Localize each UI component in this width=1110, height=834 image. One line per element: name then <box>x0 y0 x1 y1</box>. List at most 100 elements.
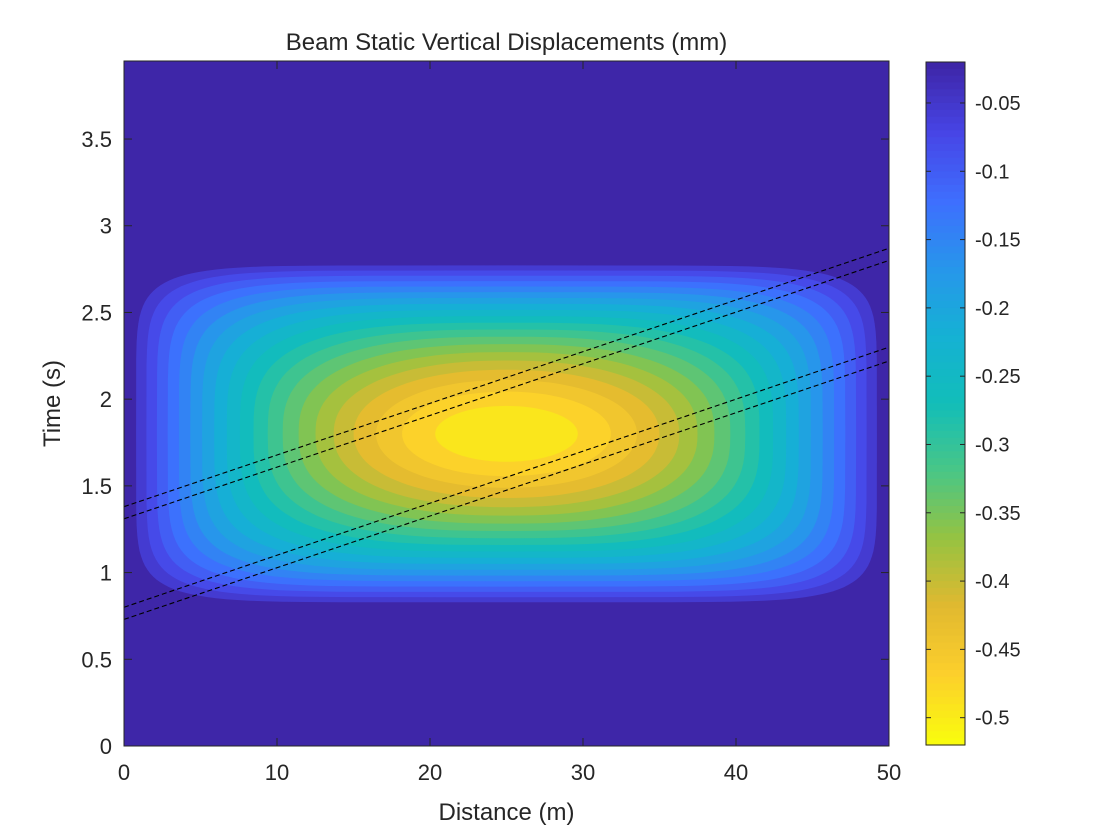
colorbar-swatch <box>926 89 965 97</box>
colorbar-tick-label: -0.1 <box>975 161 1009 183</box>
x-axis: 0 10 20 30 40 50 <box>118 61 901 785</box>
colorbar-swatch <box>926 307 965 316</box>
colorbar-swatch <box>926 143 965 152</box>
y-tick-label: 1 <box>100 561 112 586</box>
colorbar-swatch <box>926 205 965 213</box>
colorbar-swatch <box>926 376 965 384</box>
colorbar-swatch <box>926 280 965 288</box>
colorbar-tick-label: -0.35 <box>975 503 1021 525</box>
colorbar-swatch <box>926 471 965 480</box>
y-axis: 0 0.5 1 1.5 2 2.5 3 3.5 <box>81 127 889 759</box>
contour-field <box>136 265 877 603</box>
colorbar-swatch <box>926 260 965 268</box>
colorbar-swatch <box>926 342 965 350</box>
colorbar-swatch <box>926 68 965 77</box>
colorbar: -0.05 -0.1 -0.15 -0.2 -0.25 -0.3 -0.35 -0.4 -0.4… <box>925 61 1021 746</box>
colorbar-swatch <box>926 314 965 323</box>
colorbar-swatch <box>926 253 965 261</box>
colorbar-swatch <box>926 710 965 719</box>
x-tick-label: 0 <box>118 760 130 785</box>
colorbar-swatch <box>926 62 965 70</box>
colorbar-swatch <box>926 287 965 295</box>
overlay-dashed-line <box>123 259 890 520</box>
colorbar-swatch <box>926 731 965 739</box>
colorbar-swatch <box>926 102 965 111</box>
colorbar-swatch <box>926 663 965 671</box>
colorbar-swatch <box>926 690 965 698</box>
colorbar-swatch <box>926 717 965 726</box>
colorbar-swatch <box>926 669 965 678</box>
colorbar-swatch <box>926 389 965 398</box>
colorbar-swatch <box>926 526 965 534</box>
colorbar-swatch <box>926 622 965 630</box>
colorbar-swatch <box>926 505 965 514</box>
colorbar-swatch <box>926 676 965 685</box>
overlay-lines <box>123 247 890 620</box>
colorbar-swatch <box>926 150 965 159</box>
colorbar-swatch <box>926 724 965 732</box>
colorbar-swatch <box>926 273 965 282</box>
colorbar-swatch <box>926 403 965 411</box>
chart-title: Beam Static Vertical Displacements (mm) <box>286 29 727 56</box>
colorbar-swatch <box>926 574 965 582</box>
colorbar-swatch <box>926 164 965 172</box>
plot-area <box>123 60 890 747</box>
overlay-dashed-line <box>123 360 890 620</box>
colorbar-swatch <box>926 417 965 425</box>
colorbar-tick-label: -0.45 <box>975 639 1021 661</box>
colorbar-swatch <box>926 225 965 234</box>
colorbar-swatch <box>926 553 965 562</box>
colorbar-swatch <box>926 294 965 302</box>
x-tick-label: 20 <box>418 760 442 785</box>
colorbar-swatch <box>926 301 965 309</box>
colorbar-swatch <box>926 697 965 705</box>
colorbar-tick-label: -0.05 <box>975 93 1021 115</box>
colorbar-swatch <box>926 635 965 644</box>
colorbar-swatch <box>926 348 965 357</box>
colorbar-swatch <box>926 130 965 138</box>
colorbar-swatch <box>926 478 965 487</box>
colorbar-swatch <box>926 116 965 125</box>
colorbar-tick-label: -0.3 <box>975 434 1009 456</box>
colorbar-swatch <box>926 683 965 691</box>
colorbar-swatch <box>926 82 965 90</box>
colorbar-swatch <box>926 499 965 507</box>
colorbar-swatch <box>926 178 965 186</box>
colorbar-swatch <box>926 321 965 329</box>
colorbar-swatch <box>926 444 965 452</box>
colorbar-swatch <box>926 184 965 193</box>
overlay-dashed-line <box>123 346 890 608</box>
x-tick-label: 10 <box>265 760 289 785</box>
colorbar-swatch <box>926 437 965 446</box>
y-tick-label: 2 <box>100 387 112 412</box>
y-tick-label: 2.5 <box>81 300 112 325</box>
colorbar-swatch <box>926 96 965 104</box>
colorbar-swatch <box>926 171 965 179</box>
colorbar-swatch <box>926 383 965 391</box>
colorbar-swatch <box>926 628 965 637</box>
colorbar-swatch <box>926 512 965 521</box>
y-tick-label: 3.5 <box>81 127 112 152</box>
colorbar-tick-label: -0.15 <box>975 230 1021 252</box>
colorbar-swatch <box>926 157 965 166</box>
y-axis-label: Time (s) <box>39 360 66 447</box>
colorbar-swatch <box>926 485 965 493</box>
colorbar-swatch <box>926 137 965 145</box>
y-tick-label: 0 <box>100 734 112 759</box>
colorbar-tick-label: -0.5 <box>975 708 1009 730</box>
axes-frame <box>123 60 890 747</box>
colorbar-swatch <box>926 123 965 131</box>
colorbar-tick-label: -0.4 <box>975 571 1009 593</box>
colorbar-swatch <box>926 423 965 432</box>
colorbar-swatch <box>926 396 965 405</box>
colorbar-swatch <box>926 601 965 609</box>
colorbar-swatch <box>926 75 965 84</box>
colorbar-swatch <box>926 649 965 657</box>
colorbar-swatch <box>926 738 965 746</box>
colorbar-swatch <box>926 587 965 596</box>
colorbar-swatch <box>926 369 965 377</box>
colorbar-swatch <box>926 246 965 254</box>
colorbar-swatch <box>926 232 965 241</box>
x-axis-label: Distance (m) <box>438 799 574 826</box>
colorbar-swatch <box>926 533 965 541</box>
